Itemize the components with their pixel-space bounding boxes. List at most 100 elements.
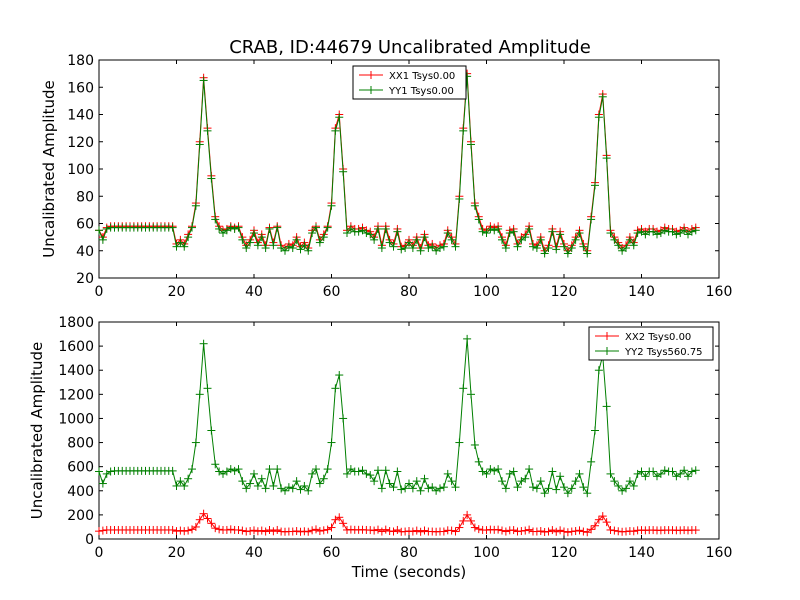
y-tick-label: 1400 <box>58 363 94 379</box>
data-point <box>408 527 417 536</box>
data-point <box>463 510 472 519</box>
data-point <box>211 524 220 533</box>
y-tick-label: 160 <box>67 80 94 96</box>
data-point <box>498 477 506 486</box>
data-point <box>556 230 565 239</box>
data-point <box>563 489 572 498</box>
data-point <box>319 233 328 242</box>
data-point <box>579 527 588 536</box>
x-tick-label: 140 <box>628 284 655 300</box>
data-point <box>250 526 258 535</box>
data-point <box>439 483 448 492</box>
data-point <box>459 384 468 393</box>
data-point <box>633 229 642 238</box>
data-point <box>397 485 406 494</box>
x-tick-label: 160 <box>706 284 733 300</box>
data-point <box>602 518 611 527</box>
data-point <box>300 241 309 250</box>
data-point <box>575 469 584 478</box>
data-point <box>377 527 386 536</box>
data-point <box>327 438 336 447</box>
data-point <box>312 465 320 474</box>
data-point <box>602 402 611 411</box>
data-point <box>594 366 603 375</box>
data-point <box>172 481 181 490</box>
data-point <box>238 526 247 535</box>
y-tick-label: 60 <box>76 217 94 233</box>
data-point <box>498 235 506 244</box>
data-point <box>354 467 363 476</box>
data-point <box>594 113 603 122</box>
x-tick-label: 100 <box>473 545 500 561</box>
data-point <box>207 519 216 528</box>
data-point <box>188 465 196 474</box>
data-point <box>467 390 475 399</box>
data-point <box>381 525 390 534</box>
data-point <box>606 469 615 478</box>
y-tick-label: 140 <box>67 108 94 124</box>
data-point <box>370 235 379 244</box>
data-point <box>250 469 258 478</box>
data-point <box>548 227 557 236</box>
data-point <box>544 244 553 253</box>
data-point <box>629 481 638 490</box>
data-point <box>95 467 103 476</box>
data-point <box>312 525 320 534</box>
data-point <box>424 244 433 253</box>
data-point <box>443 469 452 478</box>
data-point <box>591 521 599 530</box>
data-point <box>339 414 348 423</box>
data-point <box>98 235 107 244</box>
data-point <box>420 474 429 483</box>
x-tick-label: 140 <box>628 545 655 561</box>
data-point <box>180 242 189 251</box>
data-point <box>381 466 390 475</box>
legend: XX2 Tsys0.00 YY2 Tsys560.75 <box>588 326 714 361</box>
data-point <box>168 466 177 475</box>
data-point <box>308 526 317 535</box>
data-point <box>451 242 460 251</box>
data-point <box>312 223 320 232</box>
data-point <box>416 527 425 536</box>
data-point <box>234 525 243 534</box>
data-point <box>199 339 208 348</box>
data-point <box>544 527 553 536</box>
data-point <box>95 226 103 235</box>
legend-box <box>352 65 467 100</box>
data-point <box>253 241 262 250</box>
data-point <box>292 235 301 244</box>
data-point <box>556 472 565 481</box>
data-point <box>447 477 456 486</box>
chart-title: CRAB, ID:44679 Uncalibrated Amplitude <box>229 37 591 58</box>
data-point <box>571 235 580 244</box>
data-point <box>203 514 212 523</box>
data-point <box>436 484 444 493</box>
data-point <box>401 484 410 493</box>
x-tick-label: 80 <box>400 284 418 300</box>
data-point <box>172 242 181 251</box>
data-point <box>575 526 584 535</box>
data-point <box>691 466 700 475</box>
data-point <box>513 483 522 492</box>
data-point <box>560 527 568 536</box>
data-point <box>412 235 421 244</box>
data-point <box>281 486 289 495</box>
data-point <box>540 249 549 258</box>
y-tick-label: 180 <box>67 53 94 69</box>
data-point <box>571 477 580 486</box>
data-point <box>327 201 336 210</box>
data-point <box>207 426 216 435</box>
data-point <box>95 527 103 536</box>
data-point <box>288 484 297 493</box>
data-point <box>188 223 196 232</box>
data-point <box>498 526 506 535</box>
data-point <box>536 235 545 244</box>
data-point <box>567 244 576 253</box>
data-point <box>370 477 379 486</box>
data-point <box>563 249 572 258</box>
data-point <box>625 235 634 244</box>
data-point <box>389 483 398 492</box>
data-point <box>579 242 588 251</box>
legend-label: XX2 Tsys0.00 <box>625 332 691 343</box>
data-point <box>455 523 464 532</box>
